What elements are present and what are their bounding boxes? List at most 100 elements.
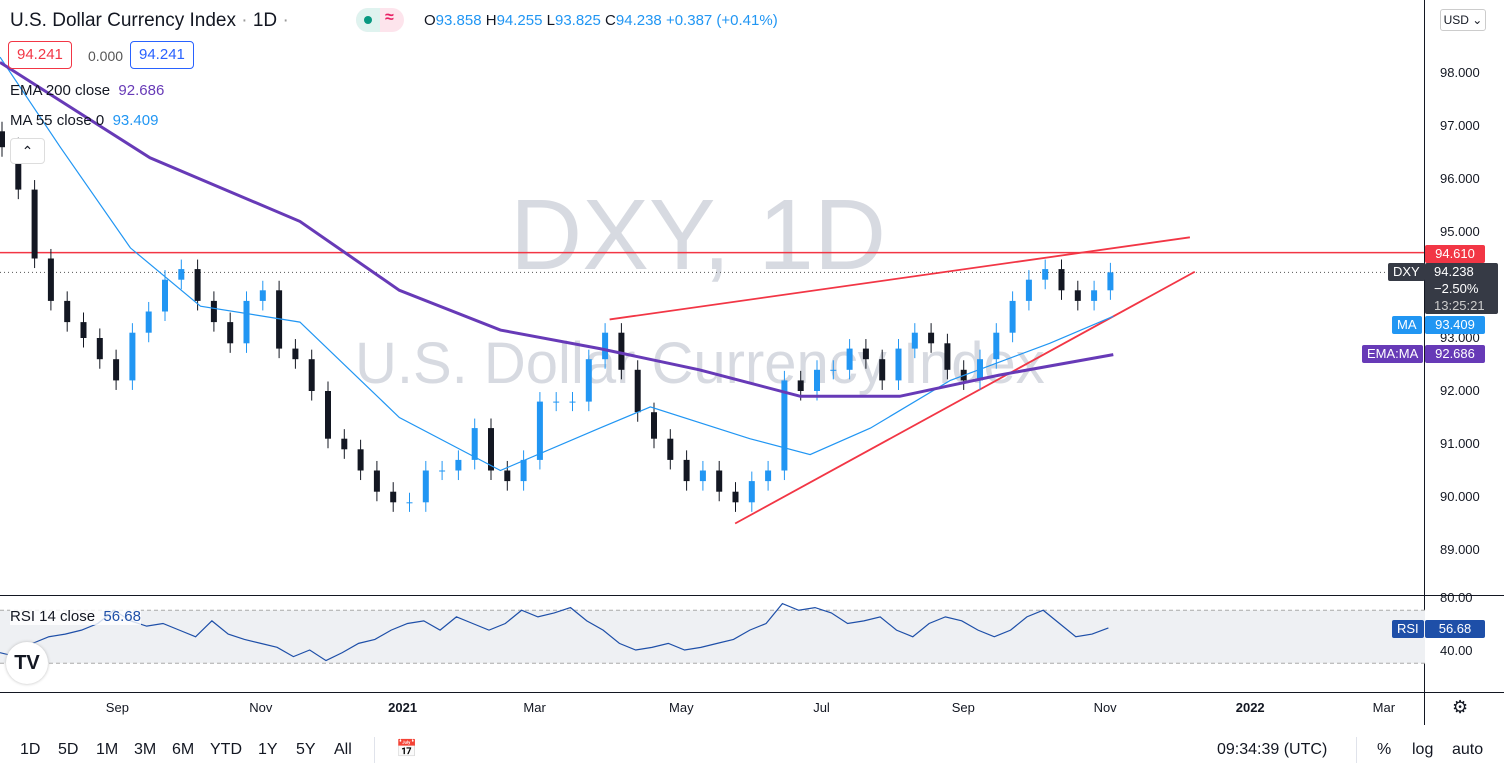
candle — [129, 332, 136, 381]
timeframe-1y[interactable]: 1Y — [258, 741, 278, 758]
sell-button[interactable]: 94.241 — [8, 41, 72, 69]
rsi-band — [0, 610, 1425, 664]
candle — [748, 481, 755, 503]
buy-button[interactable]: 94.241 — [130, 41, 194, 69]
price-plot — [0, 56, 1425, 525]
clock-time[interactable]: 09:34:39 (UTC) — [1217, 741, 1328, 758]
candle — [911, 332, 918, 349]
resistance-price-tag: 94.610 — [1425, 245, 1485, 263]
ema-value-tag: 92.686 — [1425, 345, 1485, 363]
price-chart[interactable]: DXY, 1D U.S. Dollar Currency Index — [0, 0, 1425, 595]
candle — [928, 332, 935, 344]
candle — [308, 359, 315, 391]
candle — [373, 470, 380, 492]
ma-value-tag: 93.409 — [1425, 316, 1485, 334]
timeframe-5d[interactable]: 5D — [58, 741, 79, 758]
percent-scale-toggle[interactable]: % — [1377, 741, 1392, 758]
price-tick: 92.000 — [1440, 383, 1480, 398]
candle — [993, 332, 1000, 360]
symbol-name[interactable]: U.S. Dollar Currency Index — [10, 10, 236, 31]
upper-trendline — [609, 236, 1191, 321]
candle — [64, 300, 71, 323]
rsi-legend[interactable]: RSI 14 close 56.68 — [10, 608, 141, 625]
time-tick: May — [669, 700, 694, 715]
price-tick: 96.000 — [1440, 171, 1480, 186]
auto-scale-toggle[interactable]: auto — [1452, 741, 1484, 758]
price-tick: 89.000 — [1440, 542, 1480, 557]
timeframe-1d[interactable]: 1D — [20, 741, 41, 758]
time-tick: Mar — [523, 700, 546, 715]
candle — [210, 300, 217, 323]
timeframe-all[interactable]: All — [334, 741, 352, 758]
candle — [31, 189, 38, 259]
candle — [1074, 290, 1081, 301]
candle — [406, 502, 413, 504]
candle — [716, 470, 723, 492]
settings-gear-icon[interactable]: ⚙ — [1452, 697, 1469, 717]
go-to-date-calendar-icon[interactable]: 📅 — [396, 739, 418, 758]
rsi-value-tag: 56.68 — [1425, 620, 1485, 638]
ema-legend[interactable]: EMA 200 close 92.686 — [10, 82, 165, 99]
chart-title: U.S. Dollar Currency Index · 1D · — [10, 10, 289, 31]
candle — [0, 131, 5, 148]
timeframe-ytd[interactable]: YTD — [210, 741, 242, 758]
candle — [390, 491, 397, 503]
candle — [536, 401, 543, 460]
candle — [651, 412, 657, 439]
candle — [732, 491, 739, 503]
price-tick: 95.000 — [1440, 224, 1480, 239]
price-tick: 90.000 — [1440, 489, 1480, 504]
currency-select[interactable]: USD ⌄ — [1440, 9, 1486, 31]
candle — [585, 359, 592, 402]
timeframe-6m[interactable]: 6M — [172, 741, 195, 758]
candle — [80, 322, 87, 338]
collapse-legend-button[interactable]: ⌃ — [10, 138, 45, 164]
candle — [113, 359, 120, 381]
candle — [1042, 269, 1049, 280]
rsi-pane[interactable] — [0, 597, 1425, 692]
candle — [194, 269, 201, 301]
candle — [634, 369, 641, 413]
ema-name-tag: EMA:MA — [1362, 345, 1424, 363]
candle — [471, 428, 478, 460]
market-status-badge[interactable]: ≈ — [356, 8, 404, 32]
candle — [944, 343, 951, 370]
candle — [227, 322, 234, 344]
candle — [243, 300, 250, 344]
time-tick: Sep — [105, 700, 129, 715]
candle — [683, 459, 690, 482]
ma-name-tag: MA — [1392, 316, 1422, 334]
candle — [1025, 279, 1032, 301]
rsi-tick: 80.00 — [1440, 590, 1473, 605]
candle — [895, 348, 902, 381]
symbol-tag: DXY — [1388, 263, 1425, 281]
candle — [781, 380, 788, 471]
time-tick: Nov — [1093, 700, 1117, 715]
candle — [439, 470, 446, 472]
ma55-line — [0, 56, 1114, 472]
candle — [1058, 269, 1065, 291]
candle — [520, 459, 527, 482]
ma-legend[interactable]: MA 55 close 0 93.409 — [10, 112, 159, 129]
candle — [422, 470, 429, 503]
candle — [162, 279, 168, 312]
candle — [259, 290, 266, 301]
timeframe-5y[interactable]: 5Y — [296, 741, 316, 758]
candle — [488, 428, 494, 471]
delayed-data-icon: ≈ — [385, 9, 394, 26]
ema200-line — [0, 61, 1114, 398]
timeframe-1m[interactable]: 1M — [96, 741, 119, 758]
log-scale-toggle[interactable]: log — [1412, 741, 1434, 758]
candle — [618, 332, 625, 370]
time-tick: Nov — [249, 700, 273, 715]
time-tick: Jul — [813, 700, 830, 715]
candle — [15, 147, 22, 190]
time-tick: Mar — [1372, 700, 1396, 715]
candle — [830, 369, 837, 371]
interval[interactable]: 1D — [252, 10, 278, 31]
candle — [1091, 290, 1098, 301]
candle — [341, 438, 348, 450]
tradingview-logo[interactable]: TV — [6, 642, 48, 684]
timeframe-3m[interactable]: 3M — [134, 741, 157, 758]
candle — [145, 311, 152, 333]
